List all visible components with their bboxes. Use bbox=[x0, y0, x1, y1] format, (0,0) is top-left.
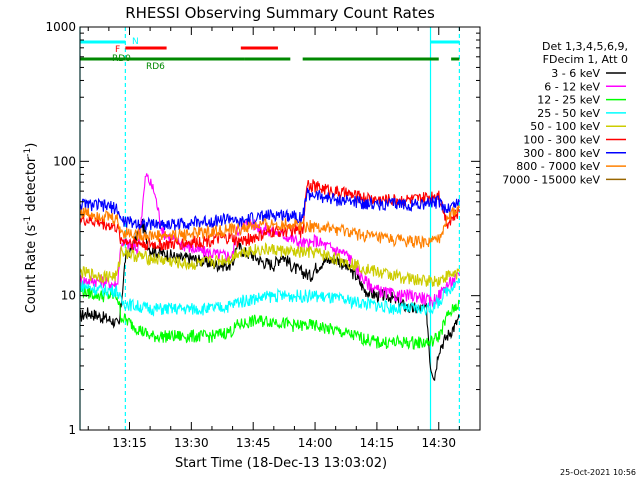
y-tick-label-10: 10 bbox=[61, 289, 76, 303]
x-tick-label-1330: 13:30 bbox=[174, 436, 209, 450]
plot-frame bbox=[79, 26, 481, 431]
flag-label-n: N bbox=[132, 37, 139, 47]
y-axis-label-main: Count Rate (s bbox=[24, 225, 39, 314]
y-axis-label-mid: detector bbox=[24, 156, 39, 216]
legend-label-6: 300 - 800 keV bbox=[523, 147, 600, 160]
legend-label-4: 50 - 100 keV bbox=[530, 120, 600, 133]
y-axis-label-sup1: -1 bbox=[23, 216, 33, 225]
x-tick-label-1430: 14:30 bbox=[421, 436, 456, 450]
legend-label-7: 800 - 7000 keV bbox=[516, 160, 600, 173]
x-tick-label-1415: 14:15 bbox=[360, 436, 395, 450]
chart-title: RHESSI Observing Summary Count Rates bbox=[125, 4, 435, 22]
series-line-6-12-kev bbox=[79, 173, 460, 308]
x-tick-label-1315: 13:15 bbox=[112, 436, 147, 450]
series-line-50-100-kev bbox=[79, 242, 460, 287]
flag-label-rd6: RD6 bbox=[146, 62, 165, 72]
y-tick-label-100: 100 bbox=[53, 154, 76, 168]
legend-label-2: 12 - 25 keV bbox=[537, 94, 600, 107]
legend-header-line2: FDecim 1, Att 0 bbox=[543, 53, 628, 66]
legend-label-8: 7000 - 15000 keV bbox=[502, 173, 600, 186]
series-line-12-25-kev bbox=[79, 285, 460, 350]
flag-label-f: F bbox=[115, 45, 120, 55]
x-tick-label-1400: 14:00 bbox=[298, 436, 333, 450]
series-line-3-6-kev bbox=[79, 218, 460, 382]
series-line-800-7000-kev bbox=[79, 205, 460, 249]
x-tick-label-1345: 13:45 bbox=[236, 436, 271, 450]
legend: Det 1,3,4,5,6,9, FDecim 1, Att 0 bbox=[542, 40, 628, 66]
timestamp: 25-Oct-2021 10:56 bbox=[560, 468, 636, 477]
legend-label-3: 25 - 50 keV bbox=[537, 107, 600, 120]
y-axis-label: Count Rate (s-1 detector-1) bbox=[23, 143, 39, 314]
y-axis-label-sup2: -1 bbox=[23, 148, 33, 157]
y-tick-label-1000: 1000 bbox=[45, 20, 76, 34]
y-tick-label-1: 1 bbox=[68, 423, 76, 437]
legend-label-1: 6 - 12 keV bbox=[544, 80, 600, 93]
y-axis-label-end: ) bbox=[24, 143, 39, 148]
series-line-300-800-kev bbox=[79, 187, 460, 231]
legend-header-line1: Det 1,3,4,5,6,9, bbox=[542, 40, 628, 53]
x-axis-label: Start Time (18-Dec-13 13:03:02) bbox=[175, 456, 387, 471]
legend-label-0: 3 - 6 keV bbox=[551, 67, 600, 80]
series-line-25-50-kev bbox=[79, 277, 460, 317]
legend-label-5: 100 - 300 keV bbox=[523, 134, 600, 147]
flag-label-rd0: RD0 bbox=[112, 54, 131, 64]
